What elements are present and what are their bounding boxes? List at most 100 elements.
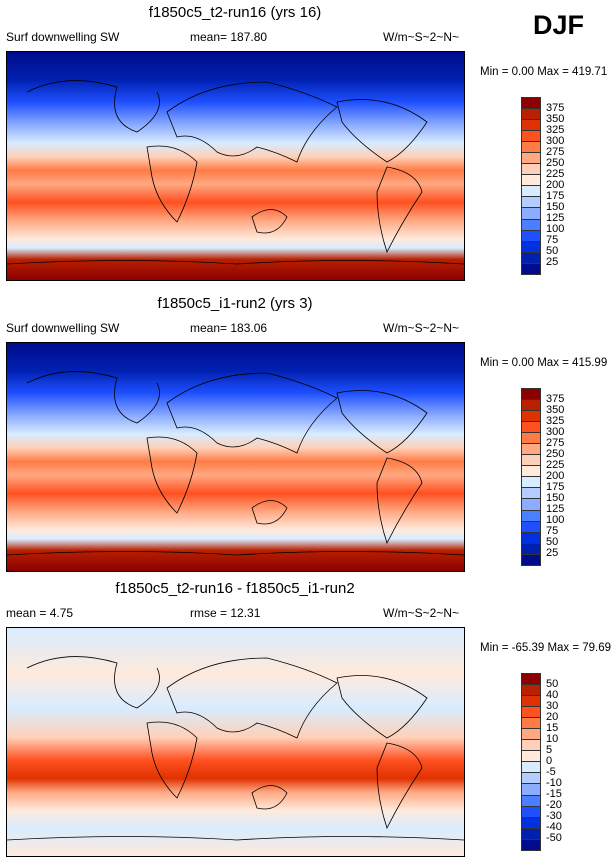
- colorbar-label: 25: [546, 256, 559, 268]
- colorbar-box: [522, 740, 540, 752]
- colorbar-box: [522, 510, 540, 522]
- colorbar-label: 200: [546, 179, 565, 191]
- colorbar-box: [522, 433, 540, 445]
- colorbar-box: [522, 521, 540, 533]
- map-field: [6, 51, 465, 281]
- colorbar-label: 50: [546, 245, 559, 257]
- colorbar-label: 125: [546, 503, 565, 515]
- colorbar: [521, 673, 541, 851]
- panel-left-label: mean = 4.75: [6, 606, 74, 620]
- colorbar-box: [522, 674, 540, 686]
- panel-title: f1850c5_t2-run16 (yrs 16): [148, 4, 322, 21]
- colorbar-label: 375: [546, 102, 565, 114]
- colorbar-box: [522, 208, 540, 220]
- panel-left-label: Surf downwelling SW: [6, 321, 120, 335]
- colorbar-box: [522, 197, 540, 209]
- panel-center-label: rmse = 12.31: [190, 606, 261, 620]
- colorbar-label: 75: [546, 234, 559, 246]
- colorbar-box: [522, 554, 540, 566]
- colorbar-label: 10: [546, 733, 559, 745]
- colorbar-box: [522, 806, 540, 818]
- panel-title: f1850c5_t2-run16 - f1850c5_i1-run2: [115, 580, 355, 597]
- colorbar-label: 250: [546, 157, 565, 169]
- colorbar-label: 275: [546, 146, 565, 158]
- colorbar-label: -20: [546, 799, 562, 811]
- colorbar-box: [522, 131, 540, 143]
- colorbar-label: -10: [546, 777, 562, 789]
- panel-center-label: mean= 187.80: [190, 30, 268, 44]
- colorbar: [521, 97, 541, 275]
- colorbar-box: [522, 230, 540, 242]
- colorbar-box: [522, 120, 540, 132]
- colorbar-label: 325: [546, 415, 565, 427]
- colorbar-box: [522, 153, 540, 165]
- colorbar-box: [522, 729, 540, 741]
- colorbar-label: 225: [546, 459, 565, 471]
- colorbar-box: [522, 263, 540, 275]
- coastlines: [7, 80, 464, 265]
- colorbar-box: [522, 696, 540, 708]
- colorbar-box: [522, 707, 540, 719]
- colorbar-box: [522, 488, 540, 500]
- colorbar-label: 150: [546, 201, 565, 213]
- colorbar-box: [522, 389, 540, 401]
- colorbar-box: [522, 241, 540, 253]
- colorbar-label: 350: [546, 113, 565, 125]
- colorbar-label: 175: [546, 481, 565, 493]
- colorbar-box: [522, 543, 540, 555]
- colorbar-label: 50: [546, 678, 559, 690]
- colorbar-label: 325: [546, 124, 565, 136]
- panel-left-label: Surf downwelling SW: [6, 30, 120, 44]
- colorbar-box: [522, 411, 540, 423]
- colorbar-label: 300: [546, 426, 565, 438]
- map-field: [6, 627, 465, 857]
- colorbar-label: 300: [546, 135, 565, 147]
- colorbar-box: [522, 718, 540, 730]
- colorbar-label: -50: [546, 832, 562, 844]
- coastlines: [7, 656, 464, 841]
- colorbar-box: [522, 444, 540, 456]
- colorbar-box: [522, 499, 540, 511]
- coastlines: [7, 371, 464, 556]
- colorbar-label: 20: [546, 711, 559, 723]
- colorbar-box: [522, 828, 540, 840]
- colorbar-label: 30: [546, 700, 559, 712]
- colorbar: [521, 388, 541, 566]
- colorbar-label: 250: [546, 448, 565, 460]
- colorbar-label: 125: [546, 212, 565, 224]
- colorbar-box: [522, 422, 540, 434]
- colorbar-box: [522, 142, 540, 154]
- min-max-label: Min = -65.39 Max = 79.69: [480, 642, 612, 654]
- colorbar-label: 25: [546, 547, 559, 559]
- colorbar-label: 150: [546, 492, 565, 504]
- colorbar-box: [522, 795, 540, 807]
- colorbar-label: -30: [546, 810, 562, 822]
- colorbar-label: 200: [546, 470, 565, 482]
- colorbar-box: [522, 466, 540, 478]
- colorbar-box: [522, 164, 540, 176]
- colorbar-label: -15: [546, 788, 562, 800]
- panel-units: W/m~S~2~N~: [383, 30, 460, 44]
- colorbar-box: [522, 175, 540, 187]
- colorbar-box: [522, 98, 540, 110]
- colorbar-label: 175: [546, 190, 565, 202]
- map-field: [6, 342, 465, 572]
- panel-title: f1850c5_i1-run2 (yrs 3): [157, 295, 313, 312]
- panel-units: W/m~S~2~N~: [383, 321, 460, 335]
- panel-center-label: mean= 183.06: [190, 321, 268, 335]
- colorbar-box: [522, 186, 540, 198]
- colorbar-box: [522, 400, 540, 412]
- colorbar-box: [522, 817, 540, 829]
- colorbar-label: 0: [546, 755, 553, 767]
- colorbar-label: 375: [546, 393, 565, 405]
- colorbar-label: 40: [546, 689, 559, 701]
- colorbar-box: [522, 784, 540, 796]
- min-max-label: Min = 0.00 Max = 415.99: [480, 357, 608, 369]
- colorbar-box: [522, 455, 540, 467]
- colorbar-label: 225: [546, 168, 565, 180]
- colorbar-box: [522, 685, 540, 697]
- colorbar-box: [522, 219, 540, 231]
- colorbar-label: 50: [546, 536, 559, 548]
- colorbar-label: 350: [546, 404, 565, 416]
- colorbar-label: 5: [546, 744, 553, 756]
